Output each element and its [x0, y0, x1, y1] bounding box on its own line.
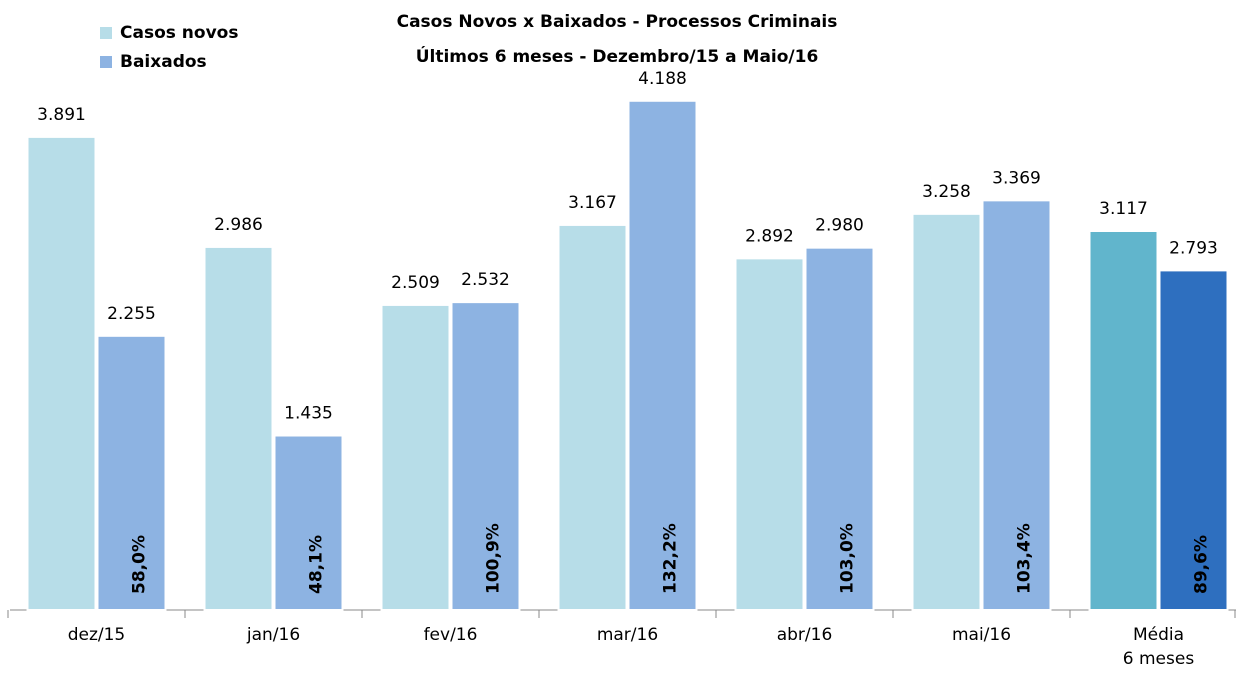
- x-tick-label: abr/16: [777, 625, 833, 645]
- bar: [911, 212, 982, 611]
- bar: [1088, 230, 1159, 611]
- value-label: 2.980: [815, 216, 864, 236]
- bar: [273, 434, 344, 612]
- bar: [627, 99, 698, 611]
- value-label: 4.188: [638, 69, 687, 89]
- legend-swatch: [100, 27, 112, 39]
- x-tick-label: dez/15: [68, 625, 126, 645]
- bar: [203, 245, 274, 612]
- value-label: 3.369: [992, 168, 1041, 188]
- bar: [96, 334, 167, 611]
- legend-label: Baixados: [120, 52, 207, 72]
- ratio-label: 89,6%: [1192, 535, 1212, 594]
- chart-subtitle: Últimos 6 meses - Dezembro/15 a Maio/16: [416, 45, 819, 67]
- value-label: 3.891: [37, 105, 86, 125]
- value-label: 1.435: [284, 404, 333, 424]
- bar: [557, 223, 628, 611]
- ratio-label: 100,9%: [484, 523, 504, 594]
- value-label: 3.258: [922, 182, 971, 202]
- value-label: 2.892: [745, 226, 794, 246]
- ratio-label: 48,1%: [307, 535, 327, 594]
- x-tick-label: Média 6 meses: [1123, 625, 1195, 669]
- x-tick-label: mar/16: [597, 625, 658, 645]
- value-label: 3.117: [1099, 199, 1148, 219]
- value-label: 2.986: [214, 215, 263, 235]
- bar: [26, 135, 97, 611]
- legend-swatch: [100, 56, 112, 68]
- x-tick-label: jan/16: [246, 625, 300, 645]
- value-label: 2.532: [461, 270, 510, 290]
- value-label: 3.167: [568, 193, 617, 213]
- bar: [734, 257, 805, 611]
- bar: [450, 301, 521, 611]
- chart-title: Casos Novos x Baixados - Processos Crimi…: [397, 12, 838, 32]
- x-tick-label: fev/16: [424, 625, 478, 645]
- x-tick-label: mai/16: [952, 625, 1011, 645]
- ratio-label: 58,0%: [130, 535, 150, 594]
- bar: [1158, 269, 1229, 611]
- bar: [804, 246, 875, 611]
- legend-label: Casos novos: [120, 23, 238, 43]
- bar: [380, 303, 451, 611]
- ratio-label: 132,2%: [661, 523, 681, 594]
- value-label: 2.255: [107, 304, 156, 324]
- value-label: 2.509: [391, 273, 440, 293]
- value-label: 2.793: [1169, 238, 1218, 258]
- ratio-label: 103,0%: [838, 523, 858, 594]
- bar: [981, 199, 1052, 611]
- ratio-label: 103,4%: [1015, 523, 1035, 594]
